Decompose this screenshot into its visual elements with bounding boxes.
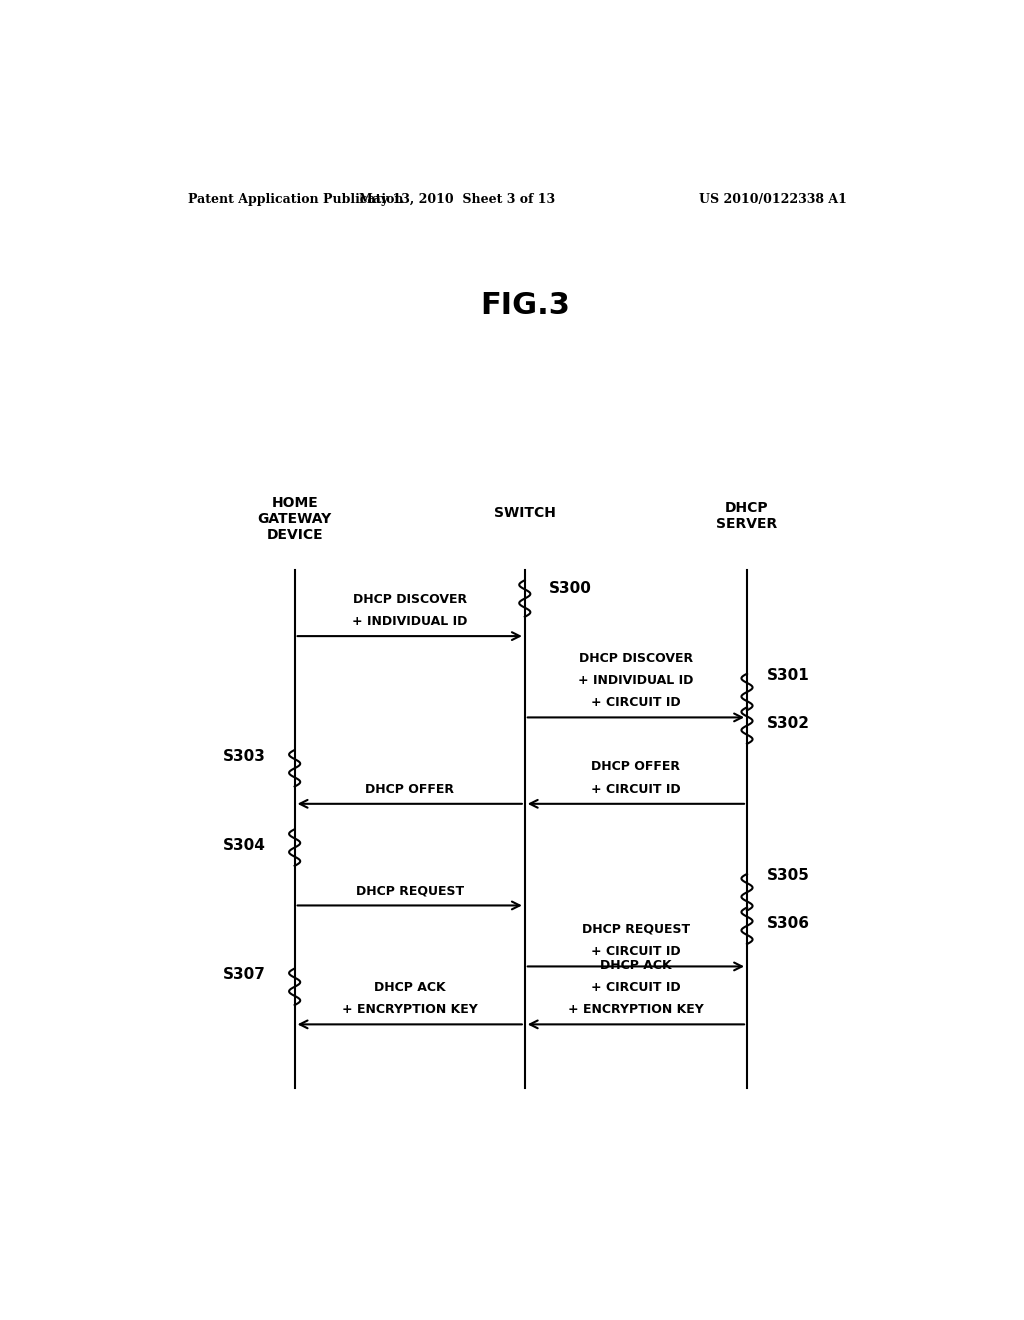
Text: DHCP
SERVER: DHCP SERVER: [717, 502, 777, 531]
Text: DHCP DISCOVER: DHCP DISCOVER: [579, 652, 693, 664]
Text: S300: S300: [549, 581, 592, 595]
Text: S305: S305: [767, 869, 810, 883]
Text: S306: S306: [767, 916, 810, 931]
Text: US 2010/0122338 A1: US 2010/0122338 A1: [699, 193, 847, 206]
Text: May 13, 2010  Sheet 3 of 13: May 13, 2010 Sheet 3 of 13: [359, 193, 555, 206]
Text: DHCP ACK: DHCP ACK: [374, 981, 445, 994]
Text: + CIRCUIT ID: + CIRCUIT ID: [591, 783, 681, 796]
Text: + INDIVIDUAL ID: + INDIVIDUAL ID: [579, 675, 693, 686]
Text: + ENCRYPTION KEY: + ENCRYPTION KEY: [342, 1003, 477, 1016]
Text: DHCP DISCOVER: DHCP DISCOVER: [352, 593, 467, 606]
Text: S307: S307: [223, 968, 266, 982]
Text: HOME
GATEWAY
DEVICE: HOME GATEWAY DEVICE: [257, 496, 332, 543]
Text: Patent Application Publication: Patent Application Publication: [187, 193, 403, 206]
Text: S304: S304: [223, 838, 266, 853]
Text: + ENCRYPTION KEY: + ENCRYPTION KEY: [568, 1003, 703, 1016]
Text: DHCP OFFER: DHCP OFFER: [366, 783, 455, 796]
Text: DHCP REQUEST: DHCP REQUEST: [355, 884, 464, 898]
Text: DHCP OFFER: DHCP OFFER: [592, 760, 680, 774]
Text: FIG.3: FIG.3: [480, 292, 569, 321]
Text: S301: S301: [767, 668, 810, 684]
Text: + INDIVIDUAL ID: + INDIVIDUAL ID: [352, 615, 467, 628]
Text: + CIRCUIT ID: + CIRCUIT ID: [591, 981, 681, 994]
Text: S302: S302: [767, 715, 810, 731]
Text: SWITCH: SWITCH: [494, 506, 556, 520]
Text: DHCP ACK: DHCP ACK: [600, 958, 672, 972]
Text: + CIRCUIT ID: + CIRCUIT ID: [591, 696, 681, 709]
Text: S303: S303: [223, 748, 266, 763]
Text: + CIRCUIT ID: + CIRCUIT ID: [591, 945, 681, 958]
Text: DHCP REQUEST: DHCP REQUEST: [582, 923, 690, 936]
